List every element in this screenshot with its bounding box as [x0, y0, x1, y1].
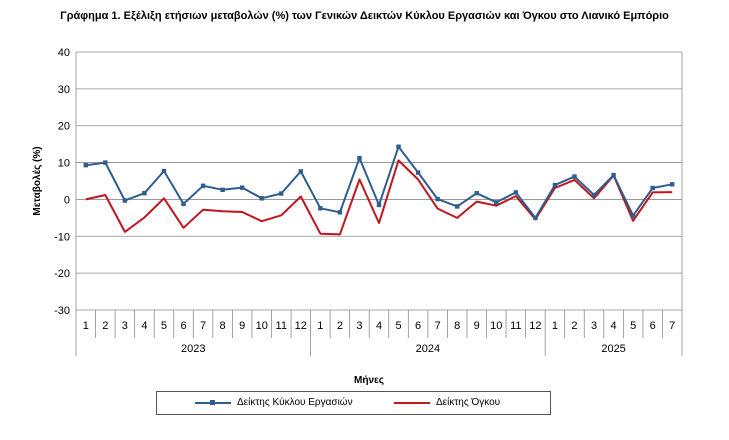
x-tick-label: 5 — [161, 320, 167, 332]
x-tick-label: 5 — [630, 320, 636, 332]
x-tick-label: 3 — [591, 320, 597, 332]
data-point-turnover — [83, 162, 88, 168]
x-tick-label: 3 — [122, 320, 128, 332]
series-line-turnover — [85, 145, 673, 219]
legend-swatch-turnover — [195, 399, 231, 405]
x-tick-label: 11 — [510, 320, 521, 332]
data-point-turnover — [552, 182, 558, 188]
year-label: 2024 — [416, 343, 440, 355]
data-point-turnover — [298, 169, 304, 174]
data-point-turnover — [454, 204, 460, 209]
x-tick-label: 7 — [200, 320, 206, 332]
year-label: 2023 — [181, 343, 205, 355]
data-point-turnover — [396, 144, 401, 149]
x-tick-label: 9 — [239, 320, 245, 332]
legend-label-turnover: Δείκτης Κύκλου Εργασιών — [237, 397, 353, 408]
x-tick-label: 8 — [220, 320, 226, 332]
data-point-turnover — [181, 201, 186, 207]
chart-legend: Δείκτης Κύκλου Εργασιών Δείκτης Όγκου — [156, 391, 551, 415]
x-tick-label: 10 — [490, 320, 502, 332]
data-point-turnover — [161, 168, 167, 174]
year-label: 2025 — [601, 343, 625, 355]
y-tick-label: 30 — [58, 84, 70, 96]
data-point-turnover — [630, 213, 636, 218]
x-tick-label: 7 — [669, 320, 675, 332]
data-point-turnover — [572, 174, 577, 179]
x-tick-label: 8 — [454, 320, 460, 332]
y-tick-label: -20 — [54, 268, 70, 280]
chart-title: Γράφημα 1. Εξέλιξη ετήσιων μεταβολών (%)… — [60, 10, 669, 22]
series-line-volume — [85, 159, 673, 236]
data-point-turnover — [415, 170, 421, 175]
data-point-turnover — [591, 192, 597, 198]
x-tick-label: 2 — [337, 320, 343, 332]
data-point-turnover — [513, 190, 519, 195]
legend-swatch-volume — [394, 401, 430, 404]
x-tick-label: 11 — [276, 320, 287, 332]
x-tick-label: 4 — [141, 320, 147, 332]
y-tick-label: -30 — [54, 305, 70, 317]
data-point-turnover — [533, 215, 538, 221]
data-point-turnover — [239, 185, 245, 190]
x-tick-label: 1 — [83, 320, 89, 332]
y-tick-label: 10 — [58, 158, 70, 170]
y-tick-label: 40 — [58, 47, 70, 59]
x-tick-label: 10 — [256, 320, 268, 332]
x-tick-label: 5 — [395, 320, 401, 332]
x-tick-label: 6 — [415, 320, 421, 332]
data-point-turnover — [318, 206, 323, 211]
data-point-turnover — [670, 182, 675, 187]
data-point-turnover — [435, 196, 440, 202]
data-point-turnover — [279, 191, 284, 196]
data-point-turnover — [494, 200, 499, 205]
x-tick-label: 6 — [180, 320, 186, 332]
data-point-turnover — [122, 198, 128, 203]
data-point-turnover — [200, 183, 206, 188]
data-point-turnover — [103, 160, 108, 165]
data-point-turnover — [611, 172, 616, 178]
y-tick-label: 0 — [64, 194, 70, 206]
legend-item-volume: Δείκτης Όγκου — [394, 397, 500, 408]
x-tick-label: 2 — [102, 320, 108, 332]
data-point-turnover — [142, 190, 147, 196]
legend-label-volume: Δείκτης Όγκου — [436, 397, 501, 408]
x-tick-label: 9 — [474, 320, 480, 332]
x-tick-label: 12 — [529, 320, 541, 332]
x-axis-title: Μήνες — [354, 375, 384, 386]
x-tick-label: 3 — [356, 320, 362, 332]
x-tick-label: 2 — [571, 320, 577, 332]
x-tick-label: 6 — [650, 320, 656, 332]
data-point-turnover — [259, 196, 264, 201]
y-axis-title: Μεταβολές (%) — [32, 146, 43, 215]
data-point-turnover — [650, 185, 655, 191]
x-tick-label: 12 — [295, 320, 307, 332]
legend-item-turnover: Δείκτης Κύκλου Εργασιών — [195, 397, 353, 408]
data-point-turnover — [376, 202, 382, 208]
x-tick-label: 1 — [552, 320, 558, 332]
x-tick-label: 4 — [376, 320, 382, 332]
data-point-turnover — [474, 190, 479, 196]
x-tick-label: 1 — [317, 320, 323, 332]
x-tick-label: 7 — [435, 320, 441, 332]
y-tick-label: 20 — [58, 121, 70, 133]
data-point-turnover — [220, 187, 225, 193]
y-tick-label: -10 — [54, 231, 70, 243]
data-point-turnover — [357, 155, 362, 161]
data-point-turnover — [337, 210, 343, 215]
x-tick-label: 4 — [611, 320, 617, 332]
